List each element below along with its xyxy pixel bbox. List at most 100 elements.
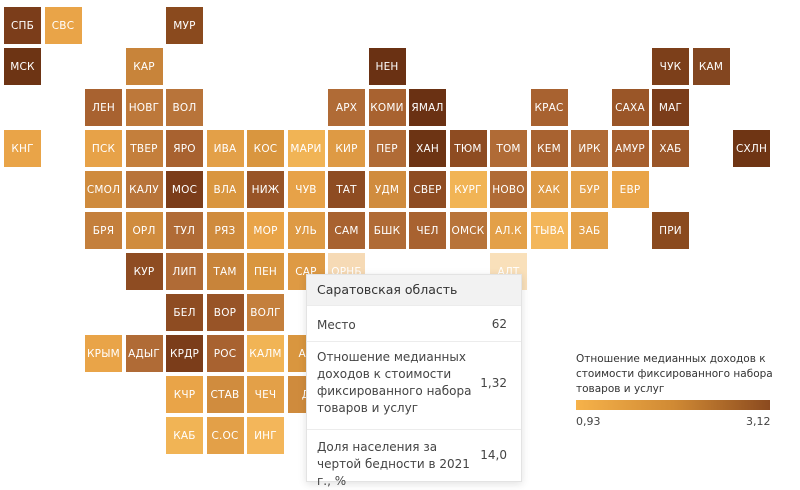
region-tile-ново[interactable]: НОВО (490, 171, 527, 208)
region-tile-тул[interactable]: ТУЛ (166, 212, 203, 249)
region-tile-вол[interactable]: ВОЛ (166, 89, 203, 126)
region-tile-пск[interactable]: ПСК (85, 130, 122, 167)
region-tile-мск[interactable]: МСК (4, 48, 41, 85)
tooltip-value-poverty: 14,0 (480, 448, 507, 462)
tooltip-value-income-ratio: 1,32 (480, 376, 507, 390)
region-tile-мур[interactable]: МУР (166, 7, 203, 44)
region-tile-кос[interactable]: КОС (247, 130, 284, 167)
tooltip-row-poverty: Доля населения за чертой бедности в 2021… (317, 439, 511, 488)
region-tile-новг[interactable]: НОВГ (125, 89, 163, 126)
region-tile-чук[interactable]: ЧУК (652, 48, 689, 85)
region-tile-ал.к[interactable]: АЛ.К (490, 212, 527, 249)
region-tile-хаб[interactable]: ХАБ (652, 130, 689, 167)
region-tile-рос[interactable]: РОС (206, 335, 244, 372)
region-tile-ниж[interactable]: НИЖ (247, 171, 284, 208)
region-tile-мос[interactable]: МОС (166, 171, 203, 208)
region-tile-калм[interactable]: КАЛМ (247, 335, 284, 372)
color-legend: Отношение медианных доходов к стоимости … (576, 352, 776, 428)
region-tile-хак[interactable]: ХАК (530, 171, 568, 208)
tooltip-label-income-ratio: Отношение медианных доходов к стоимости … (317, 350, 472, 415)
region-tile-бел[interactable]: БЕЛ (166, 294, 203, 331)
divider (307, 305, 521, 306)
region-tile-ямал[interactable]: ЯМАЛ (409, 89, 446, 126)
region-tile-мор[interactable]: МОР (247, 212, 284, 249)
region-tile-кам[interactable]: КАМ (692, 48, 730, 85)
region-tile-удм[interactable]: УДМ (368, 171, 406, 208)
region-tile-арх[interactable]: АРХ (328, 89, 365, 126)
region-tile-при[interactable]: ПРИ (652, 212, 689, 249)
region-tile-крым[interactable]: КРЫМ (85, 335, 122, 372)
region-tile-заб[interactable]: ЗАБ (571, 212, 608, 249)
region-tile-свс[interactable]: СВС (44, 7, 82, 44)
region-tile-крдр[interactable]: КРДР (166, 335, 203, 372)
region-tile-тыва[interactable]: ТЫВА (530, 212, 568, 249)
region-tile-спб[interactable]: СПБ (4, 7, 41, 44)
region-tile-хан[interactable]: ХАН (409, 130, 446, 167)
region-tile-тат[interactable]: ТАТ (328, 171, 365, 208)
region-tile-кем[interactable]: КЕМ (530, 130, 568, 167)
region-tile-чеч[interactable]: ЧЕЧ (247, 376, 284, 413)
region-tile-ива[interactable]: ИВА (206, 130, 244, 167)
region-tile-инг[interactable]: ИНГ (247, 417, 284, 454)
region-tile-ряз[interactable]: РЯЗ (206, 212, 244, 249)
legend-gradient-bar (576, 400, 770, 410)
region-tile-орл[interactable]: ОРЛ (125, 212, 163, 249)
region-tile-лип[interactable]: ЛИП (166, 253, 203, 290)
region-tile-схлн[interactable]: СХЛН (733, 130, 770, 167)
region-tile-чув[interactable]: ЧУВ (287, 171, 325, 208)
tooltip-label-poverty: Доля населения за чертой бедности в 2021… (317, 440, 470, 488)
region-tile-ирк[interactable]: ИРК (571, 130, 608, 167)
region-tile-кир[interactable]: КИР (328, 130, 365, 167)
region-tile-там[interactable]: ТАМ (206, 253, 244, 290)
region-tile-пер[interactable]: ПЕР (368, 130, 406, 167)
legend-title: Отношение медианных доходов к стоимости … (576, 353, 773, 395)
region-tile-кург[interactable]: КУРГ (449, 171, 487, 208)
region-tile-кчр[interactable]: КЧР (166, 376, 203, 413)
tooltip-value-rank: 62 (491, 317, 507, 331)
region-tile-омск[interactable]: ОМСК (449, 212, 487, 249)
tooltip-row-rank: Место 62 (317, 317, 511, 335)
region-tile-бур[interactable]: БУР (571, 171, 608, 208)
region-tile-каб[interactable]: КАБ (166, 417, 203, 454)
region-tile-вор[interactable]: ВОР (206, 294, 244, 331)
region-tooltip: Саратовская область Место 62 Отношение м… (306, 274, 522, 488)
divider (307, 429, 521, 430)
tooltip-label-rank: Место (317, 318, 356, 332)
region-tile-коми[interactable]: КОМИ (368, 89, 406, 126)
tooltip-title: Саратовская область (307, 275, 521, 305)
region-tile-кнг[interactable]: КНГ (4, 130, 41, 167)
legend-min-label: 0,93 (576, 415, 601, 428)
region-tile-вла[interactable]: ВЛА (206, 171, 244, 208)
tooltip-row-income-ratio: Отношение медианных доходов к стоимости … (317, 349, 511, 421)
region-tile-став[interactable]: СТАВ (206, 376, 244, 413)
region-tile-с.ос[interactable]: С.ОС (206, 417, 244, 454)
region-tile-адыг[interactable]: АДЫГ (125, 335, 163, 372)
region-tile-амур[interactable]: АМУР (611, 130, 649, 167)
region-tile-маг[interactable]: МАГ (652, 89, 689, 126)
region-tile-тюм[interactable]: ТЮМ (449, 130, 487, 167)
region-tile-чел[interactable]: ЧЕЛ (409, 212, 446, 249)
region-tile-крас[interactable]: КРАС (530, 89, 568, 126)
region-tile-мари[interactable]: МАРИ (287, 130, 325, 167)
region-tile-сам[interactable]: САМ (328, 212, 365, 249)
region-tile-кар[interactable]: КАР (125, 48, 163, 85)
region-tile-бря[interactable]: БРЯ (85, 212, 122, 249)
region-tile-пен[interactable]: ПЕН (247, 253, 284, 290)
region-tile-волг[interactable]: ВОЛГ (247, 294, 284, 331)
region-tile-нен[interactable]: НЕН (368, 48, 406, 85)
region-tile-яро[interactable]: ЯРО (166, 130, 203, 167)
region-tile-свер[interactable]: СВЕР (409, 171, 446, 208)
legend-max-label: 3,12 (746, 415, 771, 428)
region-tile-саха[interactable]: САХА (611, 89, 649, 126)
region-tile-калу[interactable]: КАЛУ (125, 171, 163, 208)
region-tile-бшк[interactable]: БШК (368, 212, 406, 249)
region-tile-евр[interactable]: ЕВР (611, 171, 649, 208)
region-tile-кур[interactable]: КУР (125, 253, 163, 290)
divider (307, 341, 521, 342)
region-tile-лен[interactable]: ЛЕН (85, 89, 122, 126)
region-tile-твер[interactable]: ТВЕР (125, 130, 163, 167)
region-tile-уль[interactable]: УЛЬ (287, 212, 325, 249)
region-tile-том[interactable]: ТОМ (490, 130, 527, 167)
region-tile-смол[interactable]: СМОЛ (85, 171, 122, 208)
